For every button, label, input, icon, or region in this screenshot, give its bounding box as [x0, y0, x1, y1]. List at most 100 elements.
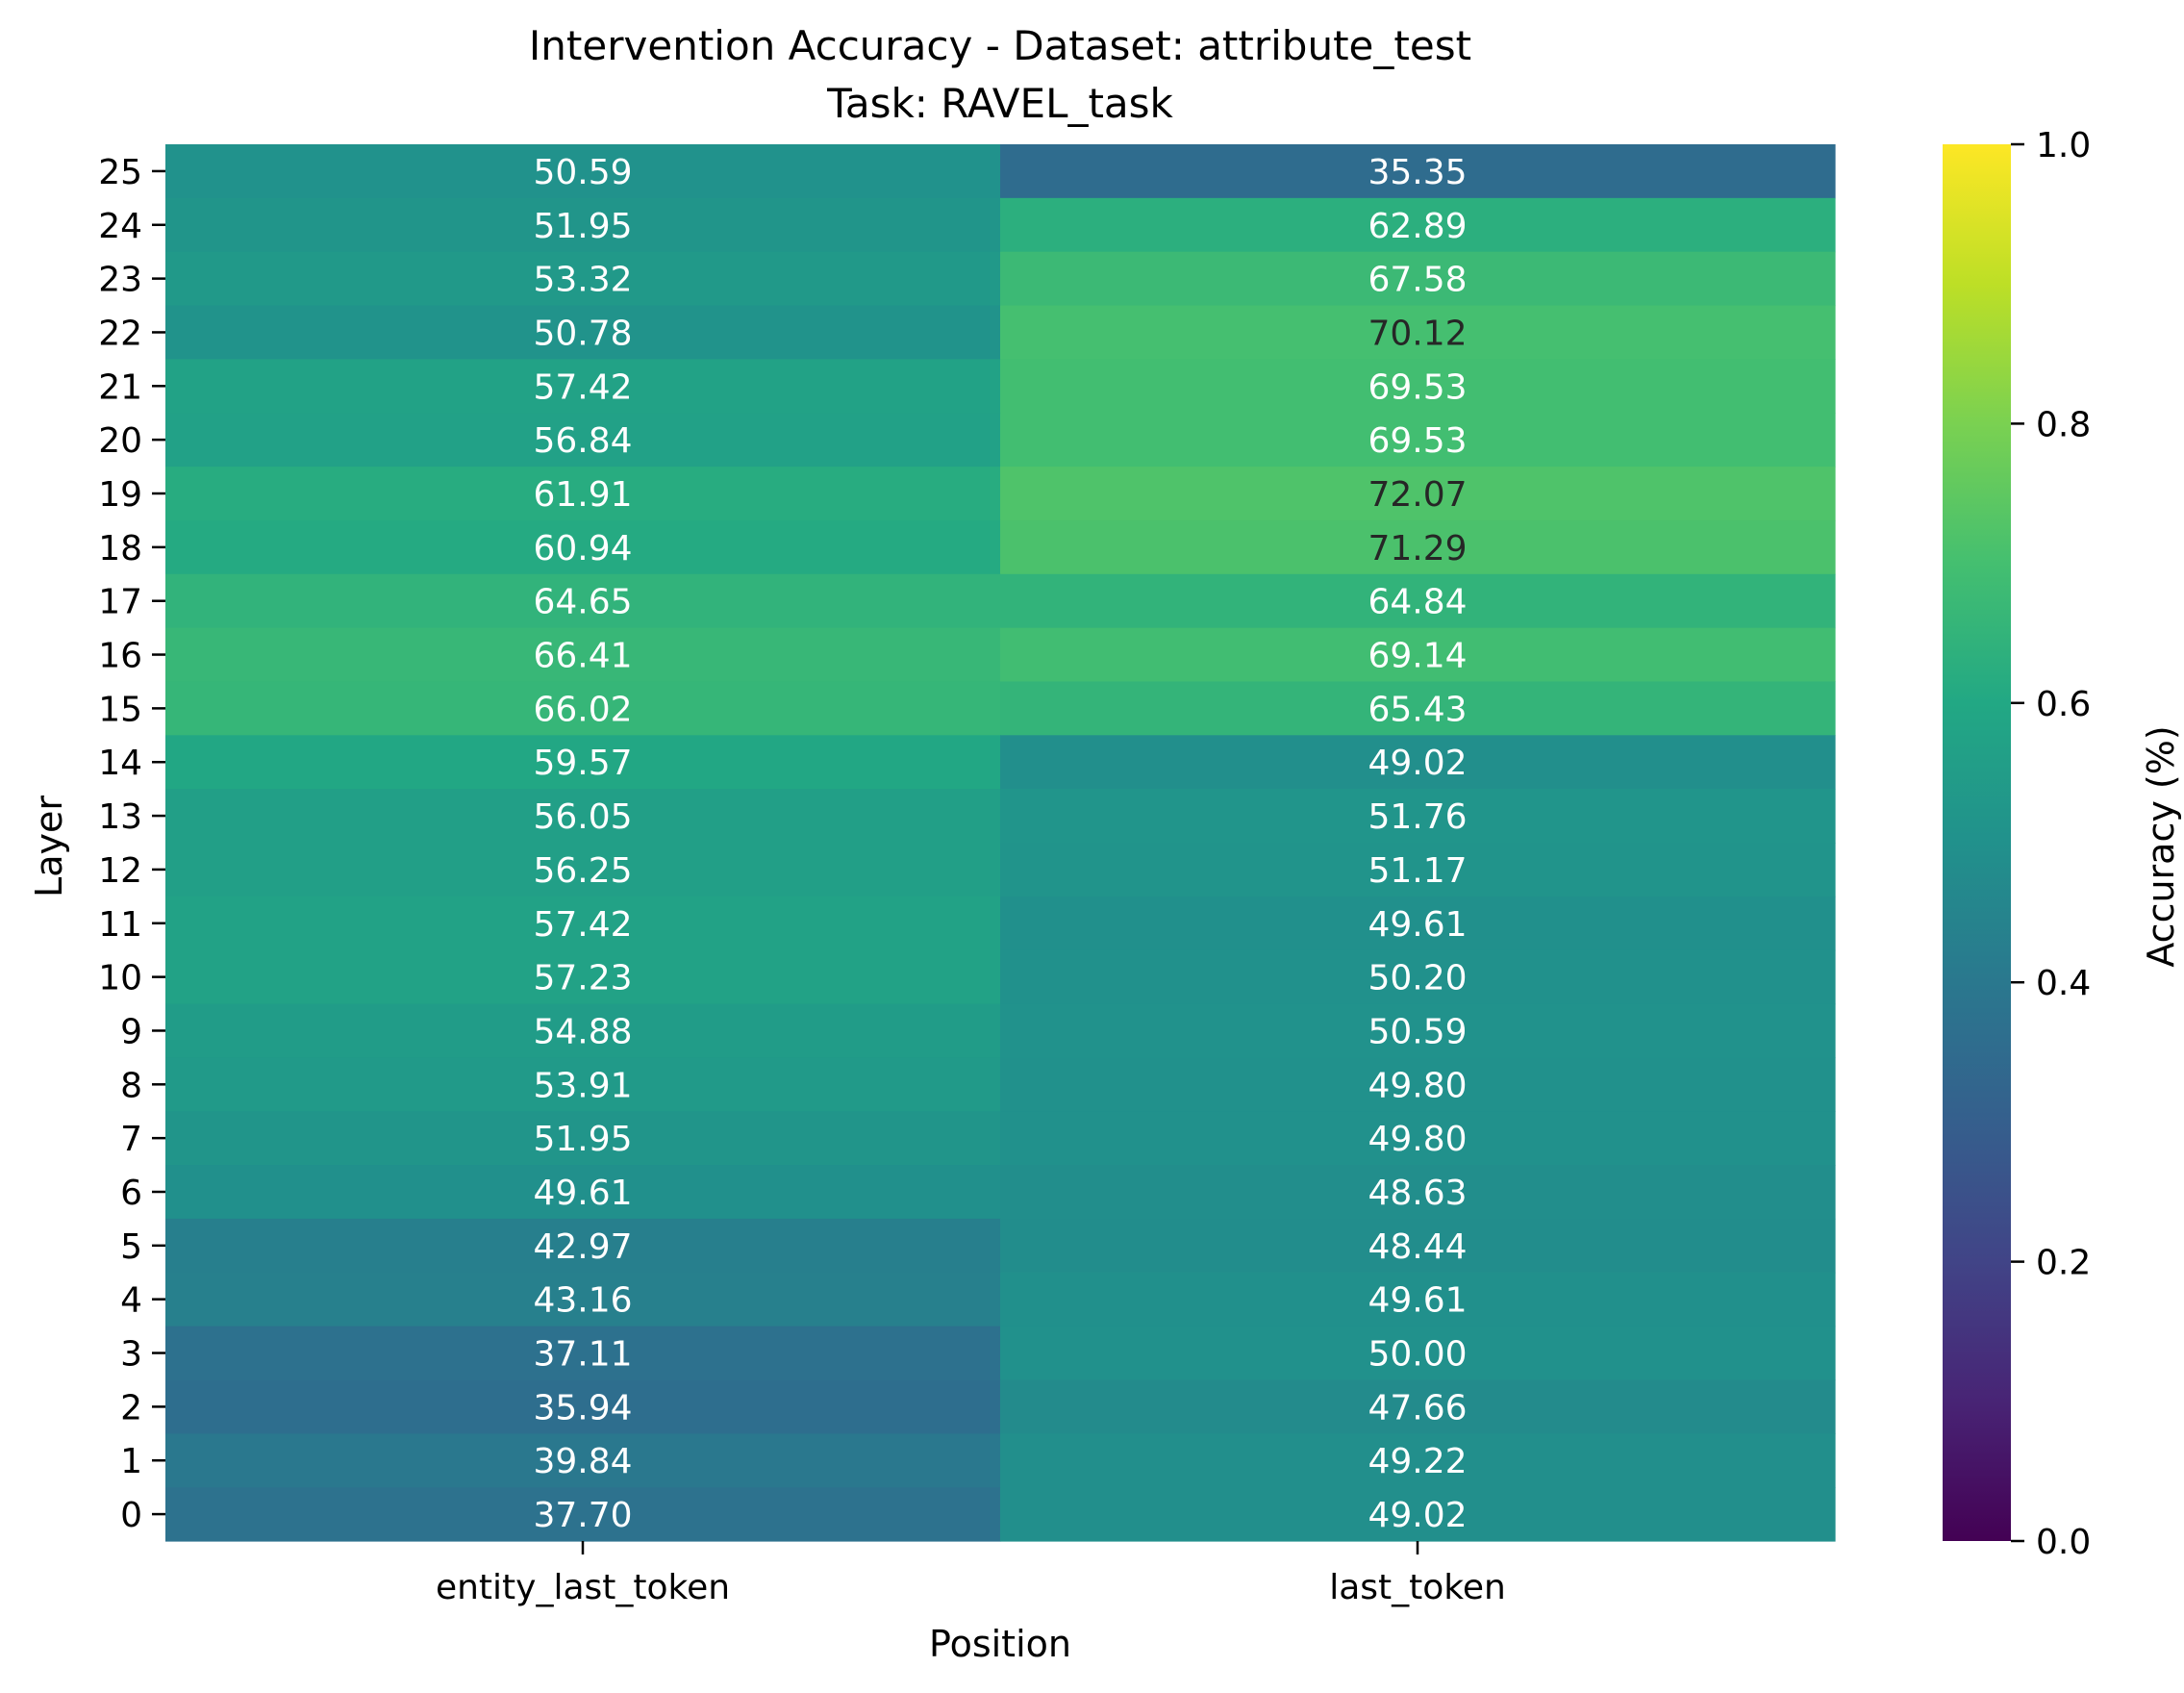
cell-value-label: 56.25: [533, 851, 632, 891]
colorbar-ticks: 0.0 0.2 0.4 0.6 0.8 1.0: [2011, 126, 2091, 1562]
heatmap-cell: [165, 1272, 1001, 1327]
cell-value-label: 49.02: [1368, 1496, 1467, 1535]
y-tick-label: 14: [98, 744, 142, 783]
y-tick-label: 23: [98, 261, 142, 300]
y-tick-label: 11: [98, 905, 142, 945]
cell-value-label: 61.91: [533, 475, 632, 515]
cell-value-label: 35.35: [1368, 153, 1467, 192]
cell-value-label: 37.11: [533, 1335, 632, 1375]
heatmap-cell: [165, 949, 1001, 1005]
cell-value-label: 69.53: [1368, 367, 1467, 407]
y-tick-label: 1: [120, 1442, 142, 1481]
cell-value-label: 65.43: [1368, 690, 1467, 729]
heatmap-cell: [165, 519, 1001, 575]
y-tick-label: 9: [120, 1012, 142, 1051]
cell-value-label: 49.61: [1368, 905, 1467, 945]
heatmap-cell: [165, 1165, 1001, 1220]
y-tick-label: 13: [98, 797, 142, 837]
heatmap-cell: [1000, 1218, 1836, 1274]
cell-value-label: 50.20: [1368, 959, 1467, 998]
cell-value-label: 56.05: [533, 797, 632, 837]
heatmap-cell: [165, 1003, 1001, 1058]
cell-value-label: 66.41: [533, 637, 632, 676]
y-tick-label: 10: [98, 959, 142, 998]
y-tick-label: 17: [98, 583, 142, 622]
heatmap-cell: [1000, 681, 1836, 736]
x-tick-label: entity_last_token: [436, 1568, 730, 1607]
cell-value-label: 57.23: [533, 959, 632, 998]
cell-value-label: 42.97: [533, 1227, 632, 1267]
cell-value-label: 47.66: [1368, 1388, 1467, 1428]
y-tick-label: 24: [98, 207, 142, 246]
cell-value-label: 51.76: [1368, 797, 1467, 837]
y-tick-label: 15: [98, 690, 142, 729]
y-tick-label: 18: [98, 529, 142, 569]
cell-value-label: 60.94: [533, 529, 632, 569]
heatmap-cell: [1000, 627, 1836, 683]
heatmap-cell: [1000, 1433, 1836, 1488]
cell-value-label: 50.59: [1368, 1012, 1467, 1051]
cell-value-label: 66.02: [533, 690, 632, 729]
cell-value-label: 56.84: [533, 421, 632, 461]
cell-value-label: 51.17: [1368, 851, 1467, 891]
heatmap-cell: [165, 359, 1001, 414]
heatmap-cell: [165, 735, 1001, 790]
heatmap-cell: [1000, 896, 1836, 951]
heatmap-cell: [1000, 519, 1836, 575]
heatmap-cell: [1000, 251, 1836, 307]
cell-value-label: 71.29: [1368, 529, 1467, 569]
heatmap-cell: [1000, 1272, 1836, 1327]
cell-value-label: 49.61: [1368, 1281, 1467, 1321]
heatmap-cell: [165, 1487, 1001, 1542]
heatmap-cell: [1000, 413, 1836, 467]
heatmap-cell: [165, 1218, 1001, 1274]
heatmap-cells: [165, 144, 1836, 1542]
heatmap-cell: [165, 1433, 1001, 1488]
colorbar-tick-label: 1.0: [2036, 126, 2091, 165]
heatmap-cell: [1000, 197, 1836, 253]
heatmap-cell: [1000, 789, 1836, 844]
cell-value-label: 54.88: [533, 1012, 632, 1051]
heatmap-cell: [1000, 949, 1836, 1005]
heatmap-cell: [1000, 1487, 1836, 1542]
cell-value-label: 43.16: [533, 1281, 632, 1321]
cell-value-label: 37.70: [533, 1496, 632, 1535]
cell-value-label: 64.84: [1368, 583, 1467, 622]
heatmap-cell: [165, 1111, 1001, 1166]
y-tick-label: 25: [98, 153, 142, 192]
heatmap-cell: [165, 467, 1001, 521]
heatmap-cell: [165, 681, 1001, 736]
cell-value-label: 49.61: [533, 1174, 632, 1213]
y-tick-label: 21: [98, 367, 142, 407]
heatmap-cell: [165, 1057, 1001, 1112]
y-tick-label: 22: [98, 314, 142, 353]
heatmap-cell: [1000, 735, 1836, 790]
heatmap-cell: [1000, 305, 1836, 360]
heatmap-cell: [165, 197, 1001, 253]
heatmap-cell: [1000, 1111, 1836, 1166]
cell-value-label: 35.94: [533, 1388, 632, 1428]
cell-value-label: 48.44: [1368, 1227, 1467, 1267]
y-tick-label: 2: [120, 1388, 142, 1428]
cell-value-label: 62.89: [1368, 207, 1467, 246]
y-tick-label: 16: [98, 637, 142, 676]
y-tick-label: 6: [120, 1174, 142, 1213]
y-tick-label: 12: [98, 851, 142, 891]
y-tick-label: 7: [120, 1120, 142, 1159]
y-tick-label: 8: [120, 1066, 142, 1105]
cell-value-label: 49.22: [1368, 1442, 1467, 1481]
colorbar-tick-label: 0.6: [2036, 685, 2091, 724]
heatmap-cell: [1000, 1326, 1836, 1381]
heatmap-cell: [165, 413, 1001, 467]
y-tick-label: 3: [120, 1335, 142, 1375]
y-axis-label: Layer: [28, 796, 70, 897]
heatmap-cell: [1000, 1165, 1836, 1220]
y-tick-label: 5: [120, 1227, 142, 1267]
cell-value-label: 53.32: [533, 261, 632, 300]
x-axis-ticks: entity_last_token last_token: [436, 1541, 1506, 1607]
cell-value-label: 69.14: [1368, 637, 1467, 676]
heatmap-cell: [165, 1326, 1001, 1381]
cell-value-label: 70.12: [1368, 314, 1467, 353]
heatmap-cell: [165, 627, 1001, 683]
cell-value-label: 69.53: [1368, 421, 1467, 461]
